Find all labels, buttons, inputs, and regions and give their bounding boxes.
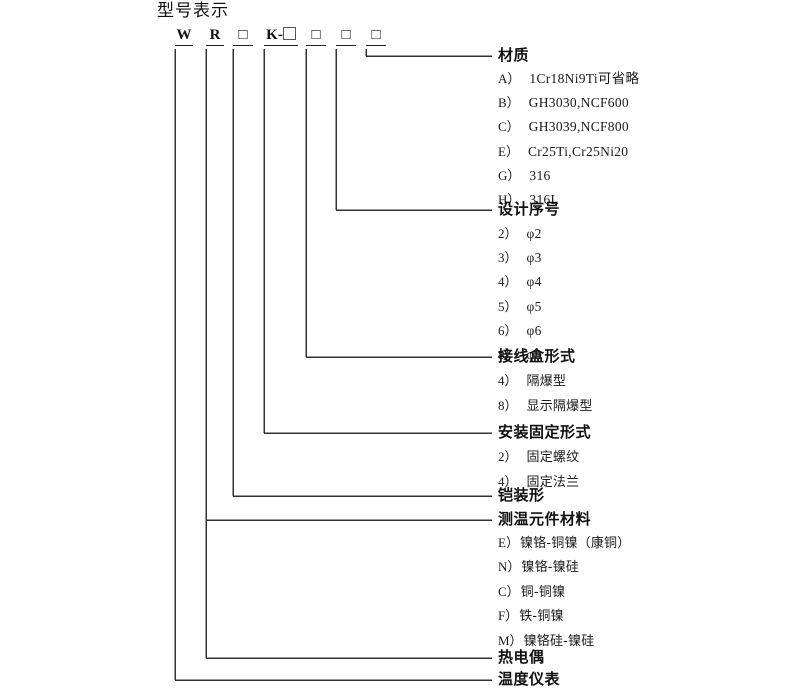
item-value: 1Cr18Ni9Ti可省略 <box>529 71 640 86</box>
item-key: M） <box>498 632 523 648</box>
section-item-sensing-element-3: C）铜-铜镍 <box>498 584 565 600</box>
item-key: 5） <box>498 298 518 314</box>
model-code-underline <box>366 45 386 46</box>
section-item-material-4: E） Cr25Ti,Cr25Ni20 <box>498 144 628 159</box>
section-item-sensing-element-5: M）镍铬硅-镍硅 <box>498 633 594 649</box>
item-value: 镍铬-铜镍（康铜） <box>519 536 631 551</box>
item-value: φ2 <box>526 226 542 241</box>
section-item-sensing-element-1: E）镍铬-铜镍（康铜） <box>498 535 630 551</box>
section-item-design-serial-4: 5） φ5 <box>498 299 542 314</box>
item-value: 316 <box>529 167 551 183</box>
item-key: 2） <box>498 226 518 241</box>
model-code-underline <box>233 45 253 46</box>
section-item-design-serial-5: 6） φ6 <box>498 323 542 338</box>
model-code-cell-3: □ <box>233 27 253 46</box>
model-code-cell-text: □ <box>341 27 351 43</box>
model-code-underline <box>175 45 193 46</box>
item-value: 固定螺纹 <box>526 450 580 465</box>
section-heading-junction-box: 接线盒形式 <box>498 347 576 365</box>
item-value: 镍铬硅-镍硅 <box>523 633 595 649</box>
section-item-material-6: H） 316L <box>498 192 559 207</box>
item-key: 8） <box>498 347 518 362</box>
item-key: C） <box>498 583 520 599</box>
section-item-junction-box-2: 8） 显示隔爆型 <box>498 398 593 414</box>
section-item-design-serial-3: 4） φ4 <box>498 274 542 289</box>
item-key: 8） <box>498 398 518 413</box>
section-heading-material: 材质 <box>498 46 530 64</box>
item-key: G） <box>498 167 521 183</box>
model-code-cell-text: R <box>209 27 221 43</box>
item-key: C） <box>498 119 520 135</box>
item-key: 4） <box>498 274 518 290</box>
section-heading-mounting: 安装固定形式 <box>498 423 592 441</box>
item-value: GH3039,NCF800 <box>528 119 629 135</box>
item-value: φ4 <box>526 274 542 290</box>
item-key: 3） <box>498 250 518 266</box>
section-item-material-2: B） GH3030,NCF600 <box>498 95 629 110</box>
item-value: φ6 <box>526 322 542 338</box>
item-key: H） <box>498 192 521 207</box>
model-code-cell-2: R <box>206 27 224 46</box>
model-code-cell-7: □ <box>366 27 386 46</box>
model-code-cell-5: □ <box>306 27 326 46</box>
section-item-material-5: G） 316 <box>498 168 551 183</box>
section-item-mounting-2: 4） 固定法兰 <box>498 474 579 490</box>
section-item-design-serial-6: 8） φ8 <box>498 347 542 362</box>
item-value: 固定法兰 <box>526 475 580 490</box>
section-item-junction-box-1: 4） 隔爆型 <box>498 373 566 389</box>
item-value: 镍铬-镍硅 <box>521 560 580 576</box>
section-item-sensing-element-2: N）镍铬-镍硅 <box>498 559 579 575</box>
model-code-cell-1: W <box>175 27 193 46</box>
section-item-material-3: C） GH3039,NCF800 <box>498 119 629 134</box>
code-placeholder-box <box>282 27 296 40</box>
model-code-cell-6: □ <box>336 27 356 46</box>
item-key: F） <box>498 608 519 624</box>
model-code-cell-text: □ <box>371 27 381 43</box>
section-heading-thermocouple: 热电偶 <box>498 648 545 666</box>
item-value: 316L <box>529 192 560 207</box>
item-key: E） <box>498 143 519 159</box>
item-value: φ3 <box>526 250 542 266</box>
section-item-design-serial-1: 2） φ2 <box>498 226 542 241</box>
model-code-cell-text: □ <box>311 27 321 43</box>
item-value: 显示隔爆型 <box>526 399 593 414</box>
diagram-title: 型号表示 <box>157 1 229 21</box>
item-key: N） <box>498 559 521 575</box>
model-code-underline <box>206 45 224 46</box>
model-code-cell-text: W <box>176 27 192 43</box>
item-key: 4） <box>498 474 518 489</box>
model-code-cell-4: K- <box>264 27 298 46</box>
item-value: 铜-铜镍 <box>520 584 566 600</box>
item-key: E） <box>498 535 519 550</box>
section-item-material-1: A） 1Cr18Ni9Ti可省略 <box>498 71 639 86</box>
section-heading-armored: 铠装形 <box>498 486 545 504</box>
item-key: B） <box>498 95 520 111</box>
item-key: 6） <box>498 322 518 338</box>
model-code-underline <box>336 45 356 46</box>
item-key: A） <box>498 71 521 86</box>
item-value: 铁-铜镍 <box>519 609 564 625</box>
item-key: 2） <box>498 449 518 464</box>
model-code-cell-text: K- <box>266 27 296 43</box>
section-item-design-serial-2: 3） φ3 <box>498 250 542 265</box>
section-heading-sensing-element: 测温元件材料 <box>498 510 592 528</box>
section-heading-temperature-instrument: 温度仪表 <box>498 670 561 688</box>
item-key: 4） <box>498 373 518 388</box>
model-code-cell-text: □ <box>238 27 248 43</box>
section-heading-design-serial: 设计序号 <box>498 200 561 218</box>
item-value: GH3030,NCF600 <box>528 95 629 111</box>
item-value: φ5 <box>526 298 542 314</box>
item-value: 隔爆型 <box>526 374 567 389</box>
section-item-mounting-1: 2） 固定螺纹 <box>498 449 579 465</box>
model-code-underline <box>264 45 298 46</box>
item-value: Cr25Ti,Cr25Ni20 <box>527 143 629 159</box>
section-item-sensing-element-4: F）铁-铜镍 <box>498 608 564 624</box>
model-code-underline <box>306 45 326 46</box>
item-value: φ8 <box>526 347 542 362</box>
